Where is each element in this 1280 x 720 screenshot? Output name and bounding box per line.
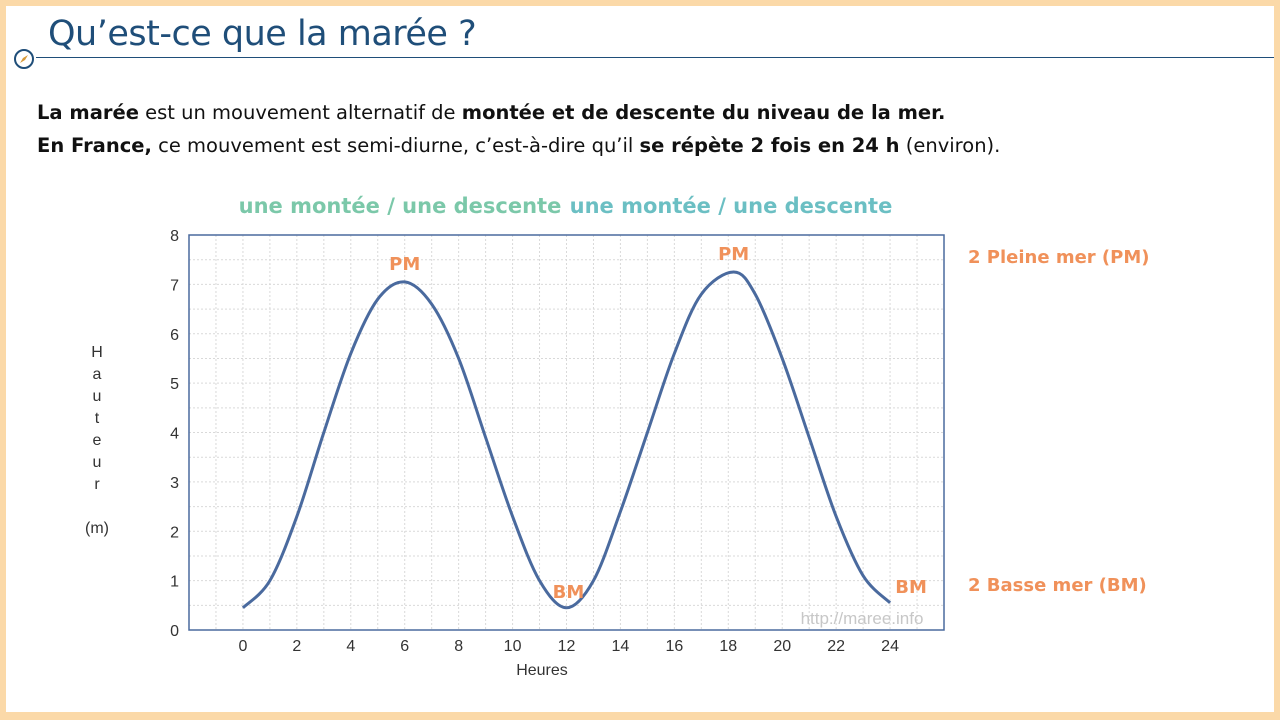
y-tick-label: 8 xyxy=(170,228,179,245)
page-title: Qu’est-ce que la marée ? xyxy=(48,14,477,54)
intro-line-2: En France, ce mouvement est semi-diurne,… xyxy=(37,129,1000,162)
y-axis-letter: a xyxy=(93,366,102,383)
intro-bold-repete: se répète 2 fois en 24 h xyxy=(639,134,900,157)
y-axis-letter: u xyxy=(93,454,102,471)
intro-line-1: La marée est un mouvement alternatif de … xyxy=(37,96,1000,129)
y-axis-letter: u xyxy=(93,388,102,405)
y-axis-letter: H xyxy=(91,344,103,361)
y-axis-letter: e xyxy=(93,432,102,449)
y-tick-label: 5 xyxy=(170,376,179,393)
x-tick-label: 20 xyxy=(773,638,791,655)
y-tick-label: 0 xyxy=(170,623,179,640)
x-axis-ticks: 0 2 4 6 8 10 12 14 16 18 20 22 24 xyxy=(238,638,899,655)
intro-bold-montee: montée et de descente du niveau de la me… xyxy=(461,101,946,124)
y-tick-label: 3 xyxy=(170,475,179,492)
x-tick-label: 12 xyxy=(558,638,576,655)
slide: Qu’est-ce que la marée ? La marée est un… xyxy=(6,6,1274,712)
legend-basse-mer: 2 Basse mer (BM) xyxy=(968,575,1147,596)
cycle-label-2: une montée / une descente xyxy=(570,194,893,218)
y-tick-label: 2 xyxy=(170,524,179,541)
y-tick-label: 1 xyxy=(170,574,179,591)
intro-text-2b: ce mouvement est semi-diurne, c’est-à-di… xyxy=(151,134,640,157)
chart-grid xyxy=(189,235,944,630)
intro-bold-france: En France, xyxy=(37,134,152,157)
x-tick-label: 16 xyxy=(665,638,683,655)
x-axis-label: Heures xyxy=(516,662,568,679)
y-tick-label: 4 xyxy=(170,426,179,443)
intro-text: La marée est un mouvement alternatif de … xyxy=(37,96,1000,162)
legend-pleine-mer: 2 Pleine mer (PM) xyxy=(968,247,1150,268)
compass-icon xyxy=(13,48,35,70)
y-tick-label: 6 xyxy=(170,327,179,344)
x-tick-label: 10 xyxy=(504,638,522,655)
intro-text-2d: (environ). xyxy=(899,134,1001,157)
y-axis-ticks: 0 1 2 3 4 5 6 7 8 xyxy=(170,228,179,640)
x-tick-label: 14 xyxy=(612,638,630,655)
y-axis-letter: t xyxy=(95,410,100,427)
x-tick-label: 22 xyxy=(827,638,845,655)
x-tick-label: 6 xyxy=(400,638,409,655)
x-tick-label: 8 xyxy=(454,638,463,655)
x-tick-label: 4 xyxy=(346,638,355,655)
annotation-pm: PM xyxy=(718,244,749,265)
tide-curve xyxy=(241,270,892,610)
title-divider xyxy=(36,57,1274,58)
annotation-pm: PM xyxy=(389,254,420,275)
y-tick-label: 7 xyxy=(170,277,179,294)
y-axis-unit: (m) xyxy=(85,520,109,537)
x-tick-label: 18 xyxy=(719,638,737,655)
intro-text-1b: est un mouvement alternatif de xyxy=(138,101,462,124)
x-tick-label: 0 xyxy=(238,638,247,655)
y-axis-letter: r xyxy=(94,476,100,493)
x-tick-label: 2 xyxy=(292,638,301,655)
watermark: http://maree.info xyxy=(801,609,924,628)
x-tick-label: 24 xyxy=(881,638,899,655)
annotation-bm: BM xyxy=(895,577,927,598)
cycle-label-1: une montée / une descente xyxy=(239,194,562,218)
intro-bold-maree: La marée xyxy=(37,101,139,124)
plot-frame xyxy=(188,234,945,631)
chart-annotations: PM BM PM BM xyxy=(389,244,927,603)
annotation-bm: BM xyxy=(553,582,585,603)
